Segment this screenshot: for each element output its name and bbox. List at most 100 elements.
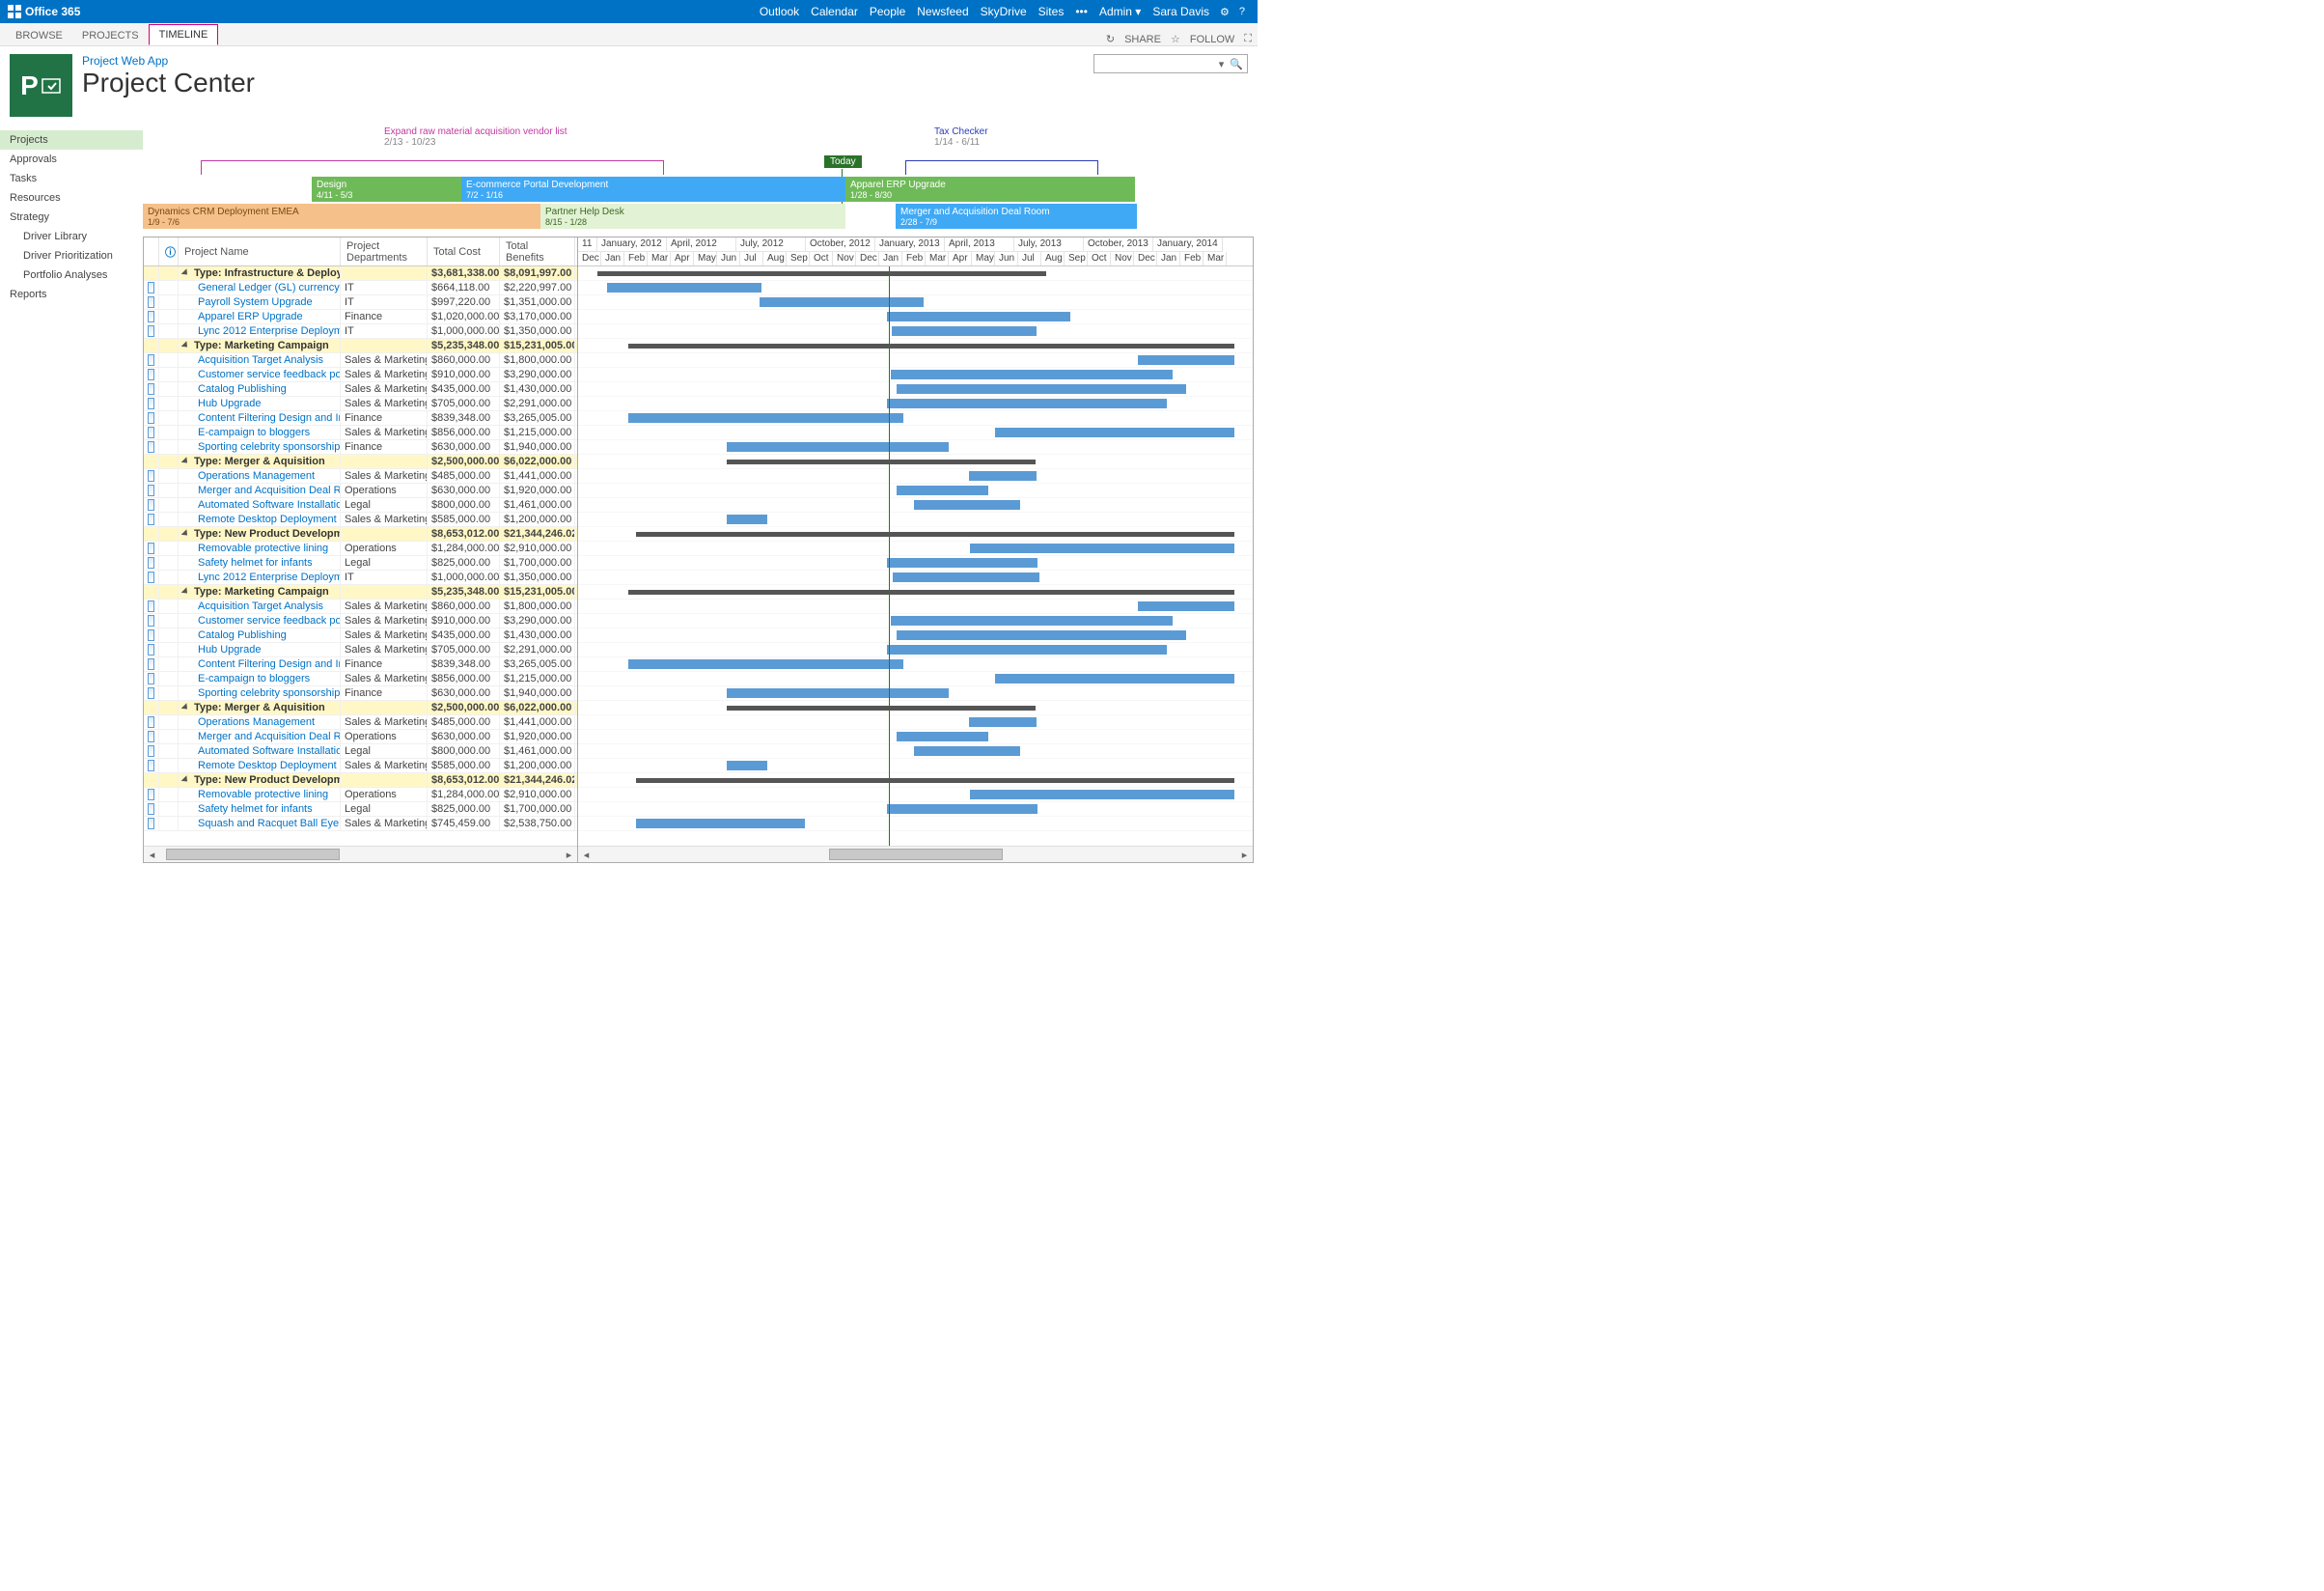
doc-icon[interactable] [148,485,154,496]
gantt-bar[interactable] [914,746,1020,756]
doc-icon[interactable] [148,760,154,771]
gantt-bar[interactable] [636,819,805,828]
doc-icon[interactable] [148,470,154,482]
project-row[interactable]: Sporting celebrity sponsorship and endor… [144,686,577,701]
project-link[interactable]: Sporting celebrity sponsorship and endor… [198,441,341,453]
gear-icon[interactable]: ⚙ [1220,6,1230,18]
doc-icon[interactable] [148,600,154,612]
nav-tasks[interactable]: Tasks [0,169,143,188]
project-link[interactable]: Hub Upgrade [198,644,261,656]
doc-icon[interactable] [148,427,154,438]
gantt-bar[interactable] [891,616,1173,626]
project-row[interactable]: Acquisition Target Analysis Sales & Mark… [144,353,577,368]
doc-icon[interactable] [148,673,154,684]
project-row[interactable]: E-campaign to bloggers Sales & Marketing… [144,426,577,440]
gantt-bar[interactable] [887,312,1070,321]
project-row[interactable]: Sporting celebrity sponsorship and endor… [144,440,577,455]
gantt-bar[interactable] [891,370,1173,379]
timeline-band[interactable]: Apparel ERP Upgrade1/28 - 8/30 [845,177,1135,202]
follow-star-icon[interactable]: ☆ [1171,33,1180,45]
group-row[interactable]: Type: Merger & Aquisition $2,500,000.00$… [144,455,577,469]
project-row[interactable]: Safety helmet for infants Legal$825,000.… [144,556,577,571]
project-link[interactable]: Safety helmet for infants [198,803,313,815]
gantt-bar[interactable] [892,326,1037,336]
project-link[interactable]: Customer service feedback portal [198,369,341,380]
tab-timeline[interactable]: TIMELINE [149,24,219,45]
project-link[interactable]: Acquisition Target Analysis [198,354,323,366]
project-link[interactable]: Payroll System Upgrade [198,296,313,308]
project-link[interactable]: Automated Software Installation [198,499,341,511]
project-link[interactable]: E-campaign to bloggers [198,673,310,684]
timeline-band[interactable]: Dynamics CRM Deployment EMEA1/9 - 7/6 [143,204,540,229]
gantt-bar[interactable] [887,645,1167,655]
col-ben[interactable]: Total Benefits [500,237,575,265]
project-link[interactable]: Sporting celebrity sponsorship and endor… [198,687,341,699]
gantt-bar[interactable] [1138,355,1234,365]
project-row[interactable]: Payroll System Upgrade IT$997,220.00$1,3… [144,295,577,310]
gantt-bar[interactable] [607,283,761,293]
project-link[interactable]: E-campaign to bloggers [198,427,310,438]
gantt-bar[interactable] [995,674,1234,684]
project-row[interactable]: Merger and Acquisition Deal Room Operati… [144,730,577,744]
project-link[interactable]: Merger and Acquisition Deal Room [198,485,341,496]
project-row[interactable]: Remote Desktop Deployment Sales & Market… [144,513,577,527]
project-row[interactable]: Content Filtering Design and Implementat… [144,411,577,426]
project-link[interactable]: Apparel ERP Upgrade [198,311,303,322]
topnav-sites[interactable]: Sites [1038,5,1065,18]
topnav-calendar[interactable]: Calendar [811,5,858,18]
project-row[interactable]: Lync 2012 Enterprise Deployment IT$1,000… [144,324,577,339]
doc-icon[interactable] [148,745,154,757]
project-link[interactable]: Customer service feedback portal [198,615,341,627]
topnav-skydrive[interactable]: SkyDrive [981,5,1027,18]
col-dept[interactable]: Project Departments [341,237,428,265]
project-row[interactable]: Removable protective lining Operations$1… [144,542,577,556]
topnav-people[interactable]: People [870,5,905,18]
group-row[interactable]: Type: Marketing Campaign $5,235,348.00$1… [144,339,577,353]
gantt-bar[interactable] [897,486,988,495]
group-row[interactable]: Type: Merger & Aquisition $2,500,000.00$… [144,701,577,715]
project-row[interactable]: Squash and Racquet Ball Eye Wear Sales &… [144,817,577,831]
gantt-bar[interactable] [628,659,903,669]
breadcrumb[interactable]: Project Web App [82,54,255,68]
project-link[interactable]: Removable protective lining [198,789,328,800]
doc-icon[interactable] [148,731,154,742]
project-row[interactable]: Catalog Publishing Sales & Marketing$435… [144,628,577,643]
dropdown-icon[interactable]: ▾ [1219,58,1225,70]
project-row[interactable]: Hub Upgrade Sales & Marketing$705,000.00… [144,397,577,411]
nav-resources[interactable]: Resources [0,188,143,208]
project-row[interactable]: Operations Management Sales & Marketing$… [144,715,577,730]
nav-portfolio-analyses[interactable]: Portfolio Analyses [0,265,143,285]
follow-button[interactable]: FOLLOW [1190,34,1234,45]
project-link[interactable]: Lync 2012 Enterprise Deployment [198,325,341,337]
project-row[interactable]: Catalog Publishing Sales & Marketing$435… [144,382,577,397]
gantt-bar[interactable] [897,732,988,741]
project-link[interactable]: Acquisition Target Analysis [198,600,323,612]
tab-browse[interactable]: BROWSE [6,26,72,45]
doc-icon[interactable] [148,658,154,670]
doc-icon[interactable] [148,398,154,409]
group-row[interactable]: Type: New Product Development $8,653,012… [144,527,577,542]
doc-icon[interactable] [148,282,154,293]
project-link[interactable]: Automated Software Installation [198,745,341,757]
nav-reports[interactable]: Reports [0,285,143,304]
nav-strategy[interactable]: Strategy [0,208,143,227]
gantt-bar[interactable] [727,688,949,698]
admin-link[interactable]: Admin ▾ [1099,5,1141,18]
doc-icon[interactable] [148,369,154,380]
nav-driver-library[interactable]: Driver Library [0,227,143,246]
project-row[interactable]: Apparel ERP Upgrade Finance$1,020,000.00… [144,310,577,324]
doc-icon[interactable] [148,572,154,583]
topnav-newsfeed[interactable]: Newsfeed [917,5,968,18]
gantt-bar[interactable] [970,790,1234,799]
project-row[interactable]: Content Filtering Design and Implementat… [144,657,577,672]
project-link[interactable]: Removable protective lining [198,543,328,554]
timeline-callout[interactable]: Tax Checker1/14 - 6/11 [934,126,988,148]
gantt-bar[interactable] [727,761,767,770]
gantt-bar[interactable] [1138,601,1234,611]
project-row[interactable]: Automated Software Installation Legal$80… [144,498,577,513]
project-link[interactable]: Lync 2012 Enterprise Deployment [198,572,341,583]
col-cost[interactable]: Total Cost [428,237,500,265]
doc-icon[interactable] [148,803,154,815]
share-button[interactable]: SHARE [1124,34,1161,45]
project-row[interactable]: Acquisition Target Analysis Sales & Mark… [144,600,577,614]
